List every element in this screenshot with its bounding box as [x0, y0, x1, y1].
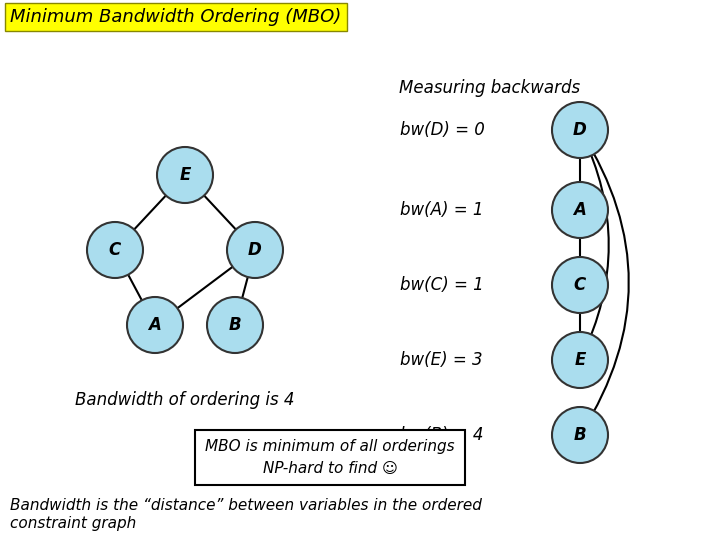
Circle shape [552, 332, 608, 388]
Circle shape [552, 407, 608, 463]
Text: E: E [575, 351, 585, 369]
Text: Minimum Bandwidth Ordering (MBO): Minimum Bandwidth Ordering (MBO) [10, 8, 341, 26]
Circle shape [207, 297, 263, 353]
Circle shape [552, 182, 608, 238]
Text: B: B [574, 426, 586, 444]
FancyArrowPatch shape [582, 132, 629, 433]
Text: Measuring backwards: Measuring backwards [400, 79, 580, 97]
Text: C: C [574, 276, 586, 294]
Text: Bandwidth of ordering is 4: Bandwidth of ordering is 4 [76, 391, 294, 409]
Circle shape [127, 297, 183, 353]
Circle shape [157, 147, 213, 203]
Bar [195, 430, 465, 485]
Text: B: B [229, 316, 241, 334]
Text: MBO is minimum of all orderings: MBO is minimum of all orderings [205, 439, 455, 454]
Text: A: A [148, 316, 161, 334]
Text: constraint graph: constraint graph [10, 516, 136, 531]
FancyArrowPatch shape [581, 132, 608, 357]
Circle shape [552, 102, 608, 158]
Text: A: A [574, 201, 586, 219]
Text: E: E [179, 166, 191, 184]
Text: D: D [573, 121, 587, 139]
Text: bw(D) = 0: bw(D) = 0 [400, 121, 485, 139]
Text: bw(B) = 4: bw(B) = 4 [400, 426, 484, 444]
Text: Bandwidth is the “distance” between variables in the ordered: Bandwidth is the “distance” between vari… [10, 498, 482, 513]
Circle shape [87, 222, 143, 278]
Text: D: D [248, 241, 262, 259]
Text: bw(A) = 1: bw(A) = 1 [400, 201, 484, 219]
Text: NP-hard to find ☺: NP-hard to find ☺ [263, 461, 397, 476]
Text: bw(C) = 1: bw(C) = 1 [400, 276, 484, 294]
Text: bw(E) = 3: bw(E) = 3 [400, 351, 482, 369]
Circle shape [552, 257, 608, 313]
Circle shape [227, 222, 283, 278]
Text: C: C [109, 241, 121, 259]
